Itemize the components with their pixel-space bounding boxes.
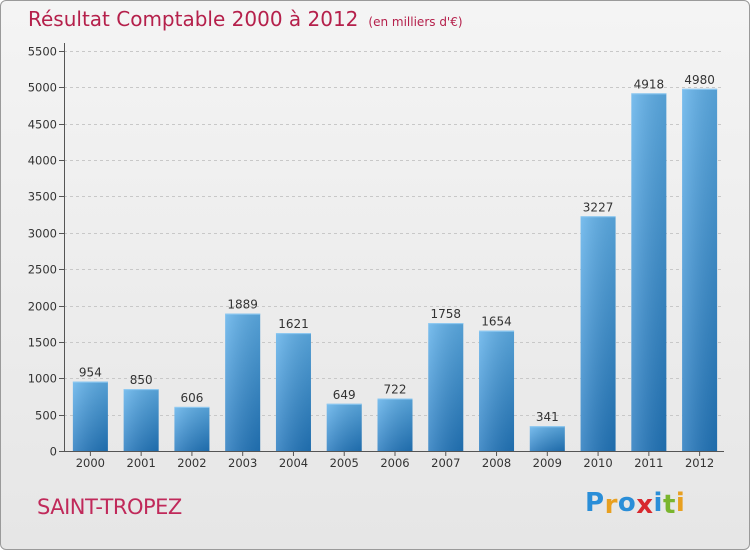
bar-shade xyxy=(580,216,616,451)
y-tick-label: 4000 xyxy=(28,154,57,168)
y-tick-label: 5000 xyxy=(28,81,57,95)
bar-shade xyxy=(529,426,565,451)
unit-note: (en milliers d'€) xyxy=(368,15,463,29)
bar-shade xyxy=(326,403,362,451)
y-tick-label: 500 xyxy=(35,409,57,423)
y-tick-label: 5500 xyxy=(28,45,57,59)
y-tick-label: 3500 xyxy=(28,190,57,204)
data-label: 606 xyxy=(180,391,203,405)
logo-letter: x xyxy=(636,490,654,520)
x-tick-label: 2001 xyxy=(127,456,156,470)
commune-name: SAINT-TROPEZ xyxy=(37,495,182,519)
logo-letter: i xyxy=(675,488,686,518)
bar-shade xyxy=(174,406,210,451)
x-tick-label: 2012 xyxy=(685,456,714,470)
data-label: 649 xyxy=(333,388,356,402)
data-label: 850 xyxy=(130,373,153,387)
bar-shade xyxy=(72,381,108,451)
y-tick-label: 4500 xyxy=(28,118,57,132)
bar-shade xyxy=(275,333,311,451)
data-label: 341 xyxy=(536,410,559,424)
bar-shade xyxy=(377,398,413,451)
x-tick-label: 2011 xyxy=(634,456,663,470)
data-label: 4918 xyxy=(634,77,665,91)
data-label: 4980 xyxy=(684,73,715,87)
y-tick-label: 2000 xyxy=(28,300,57,314)
x-tick-label: 2000 xyxy=(76,456,105,470)
logo-letter: i xyxy=(653,488,663,518)
bar-shade xyxy=(123,389,159,451)
logo-letter: r xyxy=(604,490,618,520)
y-tick-label: 2500 xyxy=(28,263,57,277)
data-label: 1889 xyxy=(227,298,258,312)
x-tick-label: 2008 xyxy=(482,456,511,470)
data-label: 722 xyxy=(384,382,407,396)
logo-letter: o xyxy=(617,488,637,518)
x-tick-label: 2003 xyxy=(228,456,257,470)
x-tick-label: 2005 xyxy=(330,456,359,470)
x-tick-label: 2004 xyxy=(279,456,308,470)
bar-shade xyxy=(225,313,261,451)
chart-title: Résultat Comptable 2000 à 2012 (en millie… xyxy=(28,7,463,31)
data-label: 3227 xyxy=(583,200,614,214)
bar-shade xyxy=(479,330,515,451)
y-tick-label: 0 xyxy=(50,445,57,459)
x-tick-label: 2009 xyxy=(533,456,562,470)
x-tick-label: 2002 xyxy=(177,456,206,470)
title-text: Résultat Comptable 2000 à 2012 xyxy=(28,7,359,31)
x-tick-label: 2010 xyxy=(583,456,612,470)
bar-shade xyxy=(428,323,464,451)
logo-letter: P xyxy=(585,488,605,518)
proxiti-logo: Proxiti xyxy=(585,488,686,520)
data-label: 1654 xyxy=(481,315,512,329)
x-tick-label: 2006 xyxy=(380,456,409,470)
bar-shade xyxy=(631,93,667,451)
data-label: 1621 xyxy=(278,317,309,331)
y-tick-label: 3000 xyxy=(28,227,57,241)
y-tick-label: 1000 xyxy=(28,372,57,386)
data-label: 1758 xyxy=(430,307,461,321)
x-tick-label: 2007 xyxy=(431,456,460,470)
logo-letter: t xyxy=(662,490,676,520)
y-tick-label: 1500 xyxy=(28,336,57,350)
data-label: 954 xyxy=(79,366,102,380)
bar-shade xyxy=(682,88,718,452)
